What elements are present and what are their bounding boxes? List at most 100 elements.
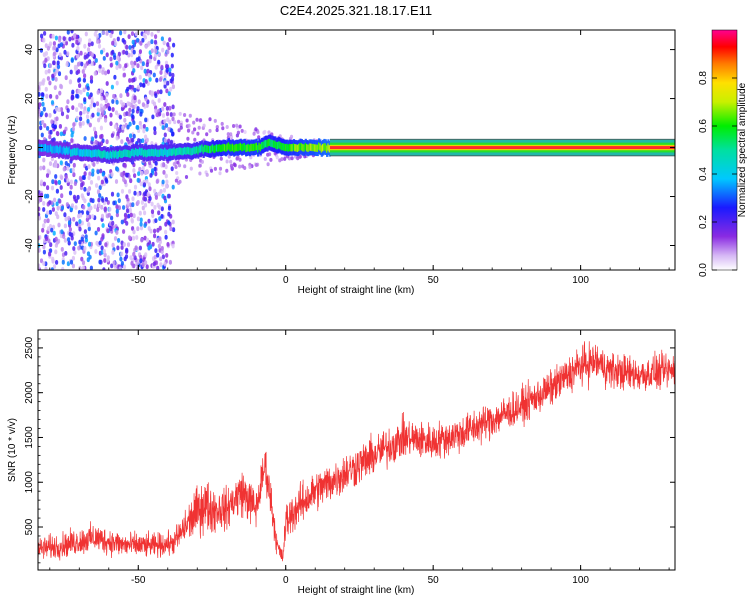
snr-xtick-label: 100 [572, 575, 589, 586]
spectrogram-ridge [165, 149, 168, 157]
spectrogram-speckle [171, 131, 175, 137]
spectrogram-speckle [236, 155, 240, 159]
spectrogram-speckle [169, 86, 173, 92]
spectrogram-speckle [142, 124, 146, 129]
spectrogram-speckle [139, 181, 143, 187]
spectrogram-speckle [122, 177, 126, 183]
spectrogram-speckle [254, 163, 258, 167]
spectrogram-speckle [72, 172, 76, 178]
spectrogram-ridge [202, 146, 205, 154]
spectrogram-speckle [83, 136, 87, 141]
spectrogram-ridge [283, 143, 286, 151]
spectrogram-xtick-label: 100 [572, 275, 589, 286]
spectrogram-speckle [72, 246, 76, 251]
spectrogram-speckle [69, 179, 73, 185]
spectrogram-ridge [44, 143, 47, 152]
spectrogram-speckle [196, 131, 200, 136]
spectrogram-speckle [129, 178, 133, 184]
spectrogram-speckle [165, 106, 169, 111]
spectrogram-ridge [150, 148, 153, 156]
spectrogram-speckle [185, 118, 189, 123]
spectrogram-speckle [138, 166, 142, 172]
spectrogram-speckle [138, 49, 142, 54]
spectrogram-speckle [68, 36, 72, 42]
spectrogram-speckle [205, 132, 209, 137]
spectrogram-speckle [72, 162, 76, 168]
spectrogram-speckle [163, 195, 167, 201]
spectrogram-speckle [98, 259, 102, 265]
spectrogram-speckle [88, 241, 92, 247]
spectrogram-ridge [182, 147, 185, 156]
spectrogram-speckle [115, 230, 119, 235]
spectrogram-speckle [105, 31, 109, 36]
spectrogram-speckle [123, 256, 127, 262]
spectrogram-speckle [100, 96, 104, 101]
spectrogram-speckle [99, 114, 103, 120]
spectrogram-speckle [163, 132, 167, 138]
spectrogram-speckle [131, 114, 135, 120]
spectrogram-speckle [58, 52, 62, 58]
spectrogram-speckle [266, 162, 270, 167]
spectrogram-speckle [53, 85, 57, 90]
spectrogram-speckle [82, 87, 86, 93]
spectrogram-ridge [149, 149, 152, 157]
spectrogram-speckle [39, 197, 43, 203]
spectrogram-speckle [131, 85, 135, 90]
spectrogram-speckle [130, 31, 135, 36]
spectrogram-ridge [274, 140, 277, 148]
spectrogram-ridge [164, 147, 167, 155]
spectrogram-speckle [60, 111, 65, 117]
colorbar-tick-label: 0.6 [698, 119, 709, 133]
spectrogram-ridge [195, 146, 199, 154]
spectrogram-ridge [137, 149, 140, 157]
spectrogram-ridge [158, 149, 161, 157]
spectrogram-speckle [177, 119, 181, 124]
spectrogram-speckle [38, 92, 41, 97]
spectrogram-speckle [52, 162, 56, 168]
spectrogram-speckle [162, 187, 166, 193]
spectrogram-ridge [318, 142, 321, 150]
spectrogram-speckle [141, 205, 145, 211]
spectrogram-speckle [106, 200, 110, 205]
spectrogram-speckle [143, 235, 147, 241]
spectrogram-ridge [258, 142, 261, 150]
spectrogram-speckle [235, 133, 239, 138]
spectrogram-speckle [170, 166, 174, 172]
spectrogram-speckle [105, 139, 109, 145]
spectrogram-speckle [139, 258, 143, 264]
spectrogram-ridge [93, 149, 96, 157]
spectrogram-speckle [71, 167, 75, 173]
spectrogram-speckle [173, 120, 177, 125]
spectrogram-speckle [57, 179, 61, 185]
spectrogram-speckle [136, 200, 140, 205]
spectrogram-speckle [63, 238, 67, 243]
spectrogram-ridge [166, 149, 169, 158]
spectrogram-speckle [96, 39, 100, 44]
spectrogram-speckle [129, 255, 133, 260]
spectrogram-speckle [55, 94, 59, 100]
spectrogram-speckle [129, 133, 133, 139]
spectrogram-speckle [164, 234, 168, 240]
spectrogram-speckle [93, 71, 97, 76]
spectrogram-speckle [102, 95, 106, 101]
spectrogram-speckle [44, 51, 49, 56]
spectrogram-speckle [42, 106, 46, 112]
spectrogram-speckle [165, 111, 170, 117]
spectrogram-speckle [66, 30, 70, 35]
spectrogram-ridge [112, 150, 115, 158]
spectrogram-speckle [143, 202, 148, 208]
spectrogram-speckle [88, 59, 92, 64]
spectrogram-speckle [198, 163, 202, 168]
spectrogram-speckle [78, 83, 82, 88]
spectrogram-speckle [99, 125, 103, 131]
spectrogram-ridge [233, 145, 236, 153]
spectrogram-speckle [115, 204, 119, 210]
spectrogram-speckle [51, 207, 56, 212]
spectrogram-speckle [79, 116, 83, 122]
spectrogram-speckle [55, 47, 59, 53]
spectrogram-speckle [106, 228, 110, 234]
spectrogram-speckle [147, 245, 151, 251]
spectrogram-speckle [126, 92, 130, 97]
spectrogram-speckle [109, 62, 113, 68]
spectrogram-speckle [42, 261, 46, 266]
